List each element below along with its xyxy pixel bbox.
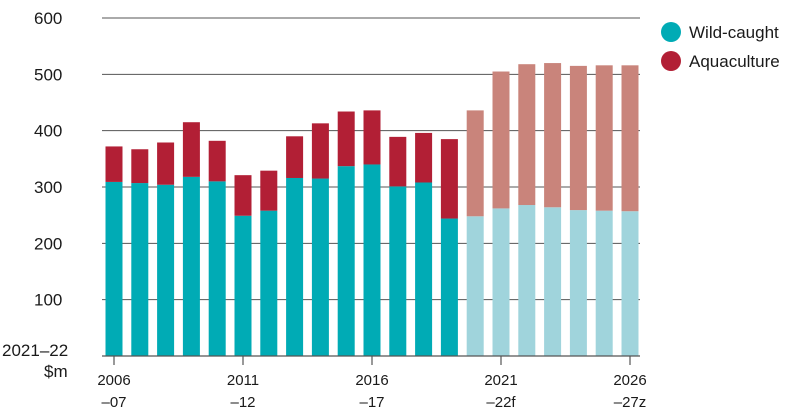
x-tick-label-suffix-5: –12 (230, 394, 255, 411)
bar-wild-caught-9 (337, 166, 355, 356)
bar-wild-caught-0 (105, 181, 123, 356)
bar-wild-caught-11 (389, 186, 407, 356)
bar-aquaculture-12 (415, 132, 433, 183)
bar-wild-caught-12 (415, 182, 433, 356)
bar-wild-caught-8 (311, 178, 329, 356)
legend-swatch-wild-caught (661, 22, 681, 42)
bar-wild-caught-6 (260, 210, 278, 356)
legend-swatch-aquaculture (661, 51, 681, 71)
bar-aquaculture-14 (466, 110, 484, 217)
y-axis-unit-label: 2021–22 $m (2, 341, 68, 381)
y-tick-label-600: 600 (34, 9, 62, 28)
x-tick-label-suffix-0: –07 (101, 394, 126, 411)
bar-wild-caught-13 (440, 218, 458, 356)
bar-aquaculture-15 (492, 71, 510, 209)
x-tick-label-year-5: 2011 (227, 372, 259, 389)
bar-wild-caught-15 (492, 208, 510, 356)
y-tick-label-400: 400 (34, 122, 62, 141)
x-tick-label-suffix-10: –17 (359, 394, 384, 411)
legend: Wild-caught Aquaculture (661, 22, 780, 71)
x-tick-label-suffix-20: –27z (614, 394, 647, 411)
bar-wild-caught-5 (234, 215, 252, 356)
y-tick-label-500: 500 (34, 65, 62, 84)
bar-aquaculture-17 (544, 63, 562, 208)
bar-wild-caught-7 (286, 177, 304, 356)
bar-aquaculture-7 (286, 136, 304, 178)
bar-aquaculture-3 (182, 122, 200, 177)
x-tick-label-year-15: 2021 (484, 372, 517, 389)
x-tick-label-year-20: 2026 (613, 372, 646, 389)
x-tick-label-year-0: 2006 (97, 372, 130, 389)
bar-aquaculture-13 (440, 139, 458, 219)
bar-wild-caught-20 (621, 211, 639, 356)
y-tick-label-100: 100 (34, 291, 62, 310)
x-tick-label-suffix-15: –22f (486, 394, 516, 411)
x-axis: 2006 –07 2011 –12 2016 –17 2021 –22f 2026 –27z (97, 355, 647, 411)
legend-label-aquaculture: Aquaculture (689, 52, 780, 71)
bar-aquaculture-4 (208, 140, 226, 182)
bar-aquaculture-8 (311, 123, 329, 179)
bar-wild-caught-4 (208, 181, 226, 356)
bar-aquaculture-0 (105, 146, 123, 182)
bar-aquaculture-10 (363, 110, 381, 165)
y-tick-label-200: 200 (34, 234, 62, 253)
y-unit-line-2: $m (44, 362, 68, 381)
bar-aquaculture-19 (595, 65, 613, 211)
bar-wild-caught-18 (569, 210, 587, 356)
bar-aquaculture-20 (621, 65, 639, 212)
bar-wild-caught-14 (466, 216, 484, 356)
bar-aquaculture-2 (157, 142, 175, 185)
y-axis-ticks: 100 200 300 400 500 600 (34, 9, 62, 310)
bar-aquaculture-5 (234, 175, 252, 216)
bar-aquaculture-16 (518, 64, 536, 206)
bar-wild-caught-19 (595, 210, 613, 356)
bar-wild-caught-16 (518, 205, 536, 356)
bar-aquaculture-1 (131, 149, 149, 184)
x-tick-label-year-10: 2016 (355, 372, 388, 389)
bar-wild-caught-2 (157, 184, 175, 356)
bar-wild-caught-10 (363, 164, 381, 356)
bar-aquaculture-6 (260, 170, 278, 211)
bar-wild-caught-3 (182, 176, 200, 356)
bar-aquaculture-11 (389, 136, 407, 187)
y-tick-label-300: 300 (34, 178, 62, 197)
bar-aquaculture-18 (569, 65, 587, 211)
bar-wild-caught-1 (131, 183, 149, 356)
legend-label-wild-caught: Wild-caught (689, 23, 779, 42)
bars (105, 63, 639, 356)
y-unit-line-1: 2021–22 (2, 341, 68, 360)
bar-wild-caught-17 (544, 207, 562, 356)
bar-aquaculture-9 (337, 111, 355, 167)
